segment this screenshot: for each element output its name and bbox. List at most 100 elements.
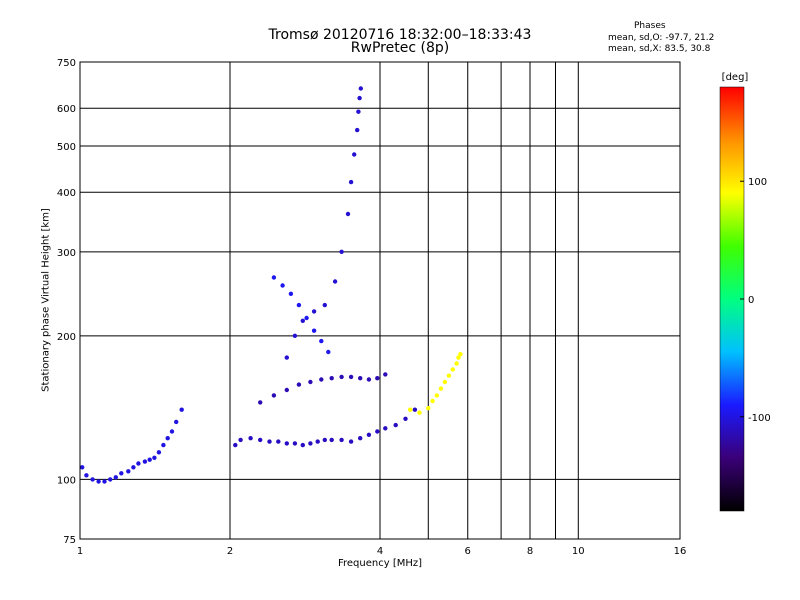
data-point-2-10 — [366, 377, 372, 382]
data-point-1-15 — [358, 436, 363, 441]
data-point-4-7 — [326, 349, 331, 355]
data-point-3-5 — [332, 279, 338, 284]
data-point-2-4 — [308, 379, 313, 385]
data-point-4-3 — [296, 302, 302, 308]
data-point-5-0 — [408, 407, 413, 412]
data-point-1-19 — [393, 422, 398, 428]
data-point-5-8 — [450, 367, 455, 372]
x-tick-label: 6 — [465, 546, 471, 557]
data-point-2-11 — [375, 376, 380, 381]
data-point-2-9 — [358, 376, 363, 381]
plot-frame — [79, 61, 681, 540]
data-point-0-18 — [174, 419, 179, 425]
y-tick-label: 600 — [57, 104, 76, 115]
data-point-2-5 — [319, 377, 324, 382]
data-point-1-1 — [238, 437, 243, 443]
data-point-2-1 — [271, 393, 277, 398]
x-tick-label: 4 — [377, 546, 383, 557]
data-point-2-12 — [383, 372, 388, 377]
y-tick-label: 75 — [63, 535, 76, 546]
colorbar-tick-label: -100 — [748, 413, 771, 424]
y-tick-label: 300 — [57, 248, 76, 259]
data-point-1-8 — [300, 442, 305, 448]
data-point-3-9 — [352, 152, 357, 157]
data-point-0-2 — [90, 477, 95, 482]
data-point-4-1 — [280, 283, 285, 288]
x-axis-label: Frequency [MHz] — [337, 558, 423, 569]
data-point-5-6 — [442, 379, 448, 385]
data-point-2-8 — [348, 374, 354, 380]
data-point-5-5 — [438, 386, 444, 391]
data-point-5-2 — [426, 406, 431, 411]
data-point-3-13 — [358, 86, 363, 91]
data-point-3-4 — [322, 302, 327, 308]
data-point-0-3 — [96, 479, 101, 484]
colorbar-label: [deg] — [722, 72, 749, 83]
y-tick-label: 750 — [57, 58, 76, 69]
data-point-1-3 — [258, 437, 263, 443]
data-point-2-2 — [284, 387, 289, 393]
y-tick-label: 500 — [57, 142, 76, 153]
data-point-1-10 — [315, 439, 320, 444]
data-point-2-0 — [258, 400, 263, 405]
data-point-3-6 — [339, 249, 344, 254]
data-point-0-13 — [152, 455, 157, 460]
data-point-0-5 — [108, 477, 113, 482]
phases-heading: Phases — [634, 21, 666, 31]
x-tick-label: 2 — [227, 546, 233, 557]
data-point-0-7 — [119, 471, 124, 476]
data-point-4-5 — [311, 328, 317, 333]
data-point-1-18 — [383, 426, 388, 431]
data-point-0-10 — [136, 461, 141, 466]
data-point-5-1 — [417, 410, 422, 415]
data-point-1-9 — [308, 441, 313, 446]
data-point-3-11 — [356, 109, 361, 114]
data-point-0-12 — [147, 457, 152, 462]
data-point-2-3 — [296, 382, 302, 387]
y-tick-label: 100 — [57, 475, 76, 486]
y-tick-label: 400 — [57, 188, 76, 199]
data-point-1-2 — [248, 436, 253, 441]
data-point-1-7 — [292, 441, 298, 446]
colorbar-tick-label: 0 — [748, 295, 754, 306]
data-point-0-0 — [80, 465, 85, 470]
data-point-5-10 — [456, 355, 461, 360]
data-point-1-20 — [403, 416, 408, 421]
data-point-1-12 — [329, 437, 334, 443]
x-tick-label: 8 — [527, 546, 533, 557]
data-point-0-4 — [102, 479, 107, 484]
data-point-1-17 — [375, 429, 380, 434]
data-point-1-11 — [322, 437, 327, 443]
y-tick-labels: 75 100 200 300 400 500 600 750 — [57, 58, 76, 546]
data-point-3-0 — [284, 355, 289, 360]
colorbar: [deg] 100 0 -100 — [719, 72, 771, 512]
data-point-1-4 — [267, 439, 272, 444]
x-tick-labels: 1 2 4 6 8 10 16 — [77, 546, 687, 557]
data-point-5-9 — [454, 361, 459, 366]
data-point-0-16 — [165, 436, 170, 441]
data-point-1-21 — [412, 407, 418, 412]
phases-x-stats: mean, sd,X: 83.5, 30.8 — [608, 44, 711, 54]
data-points — [80, 86, 463, 484]
data-point-3-2 — [300, 318, 305, 323]
data-point-0-1 — [84, 473, 89, 478]
data-point-5-11 — [458, 352, 463, 357]
x-tick-label: 1 — [77, 546, 83, 557]
data-point-3-8 — [348, 179, 354, 185]
data-point-0-6 — [113, 475, 119, 480]
data-point-1-0 — [233, 442, 238, 448]
data-point-1-13 — [339, 437, 344, 443]
data-point-3-3 — [311, 309, 317, 314]
data-point-5-3 — [430, 398, 435, 404]
chart-title: Tromsø 20120716 18:32:00–18:33:43 — [268, 27, 532, 43]
data-point-0-9 — [131, 465, 136, 470]
data-point-4-4 — [304, 315, 309, 321]
data-point-3-12 — [357, 95, 362, 101]
data-point-0-19 — [179, 407, 184, 412]
data-point-1-5 — [276, 439, 281, 444]
data-point-5-4 — [434, 393, 439, 398]
data-point-0-14 — [156, 450, 162, 455]
x-tick-label: 16 — [674, 546, 687, 557]
data-point-3-10 — [355, 127, 360, 133]
